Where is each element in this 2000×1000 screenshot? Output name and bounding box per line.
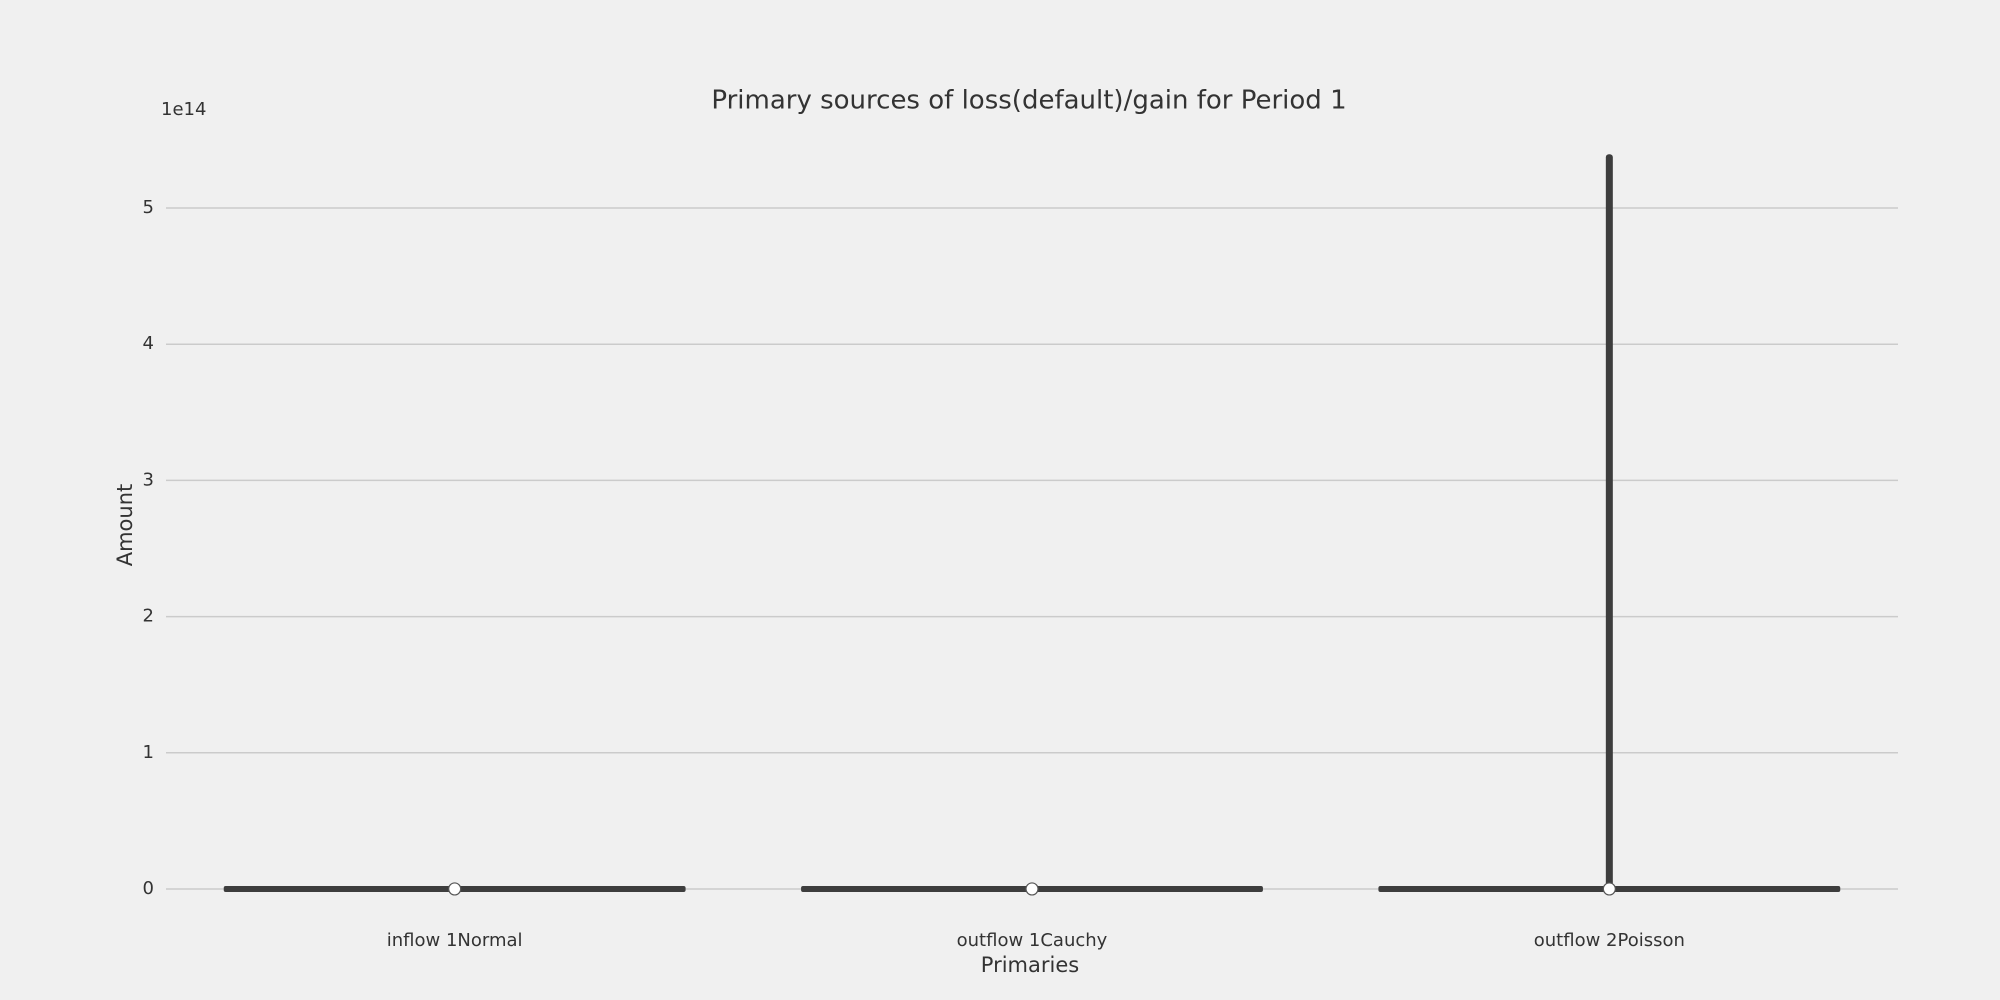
median-marker — [448, 882, 462, 896]
x-tick-label: outflow 1Cauchy — [957, 930, 1108, 951]
y-tick-label: 1 — [143, 742, 154, 763]
y-tick-label: 2 — [143, 606, 154, 627]
y-tick-label: 4 — [143, 333, 154, 354]
violin-extent — [1605, 154, 1613, 891]
y-tick-label: 5 — [143, 197, 154, 218]
y-tick-label: 0 — [143, 878, 154, 899]
x-axis-label: Primaries — [981, 953, 1079, 977]
median-marker — [1602, 882, 1616, 896]
x-tick-label: outflow 2Poisson — [1534, 930, 1685, 951]
x-tick-label: inflow 1Normal — [387, 930, 523, 951]
chart-title: Primary sources of loss(default)/gain fo… — [711, 86, 1346, 116]
y-offset-label: 1e14 — [161, 99, 206, 120]
median-marker — [1025, 882, 1039, 896]
y-tick-label: 3 — [143, 469, 154, 490]
y-axis-label: Amount — [113, 484, 137, 567]
